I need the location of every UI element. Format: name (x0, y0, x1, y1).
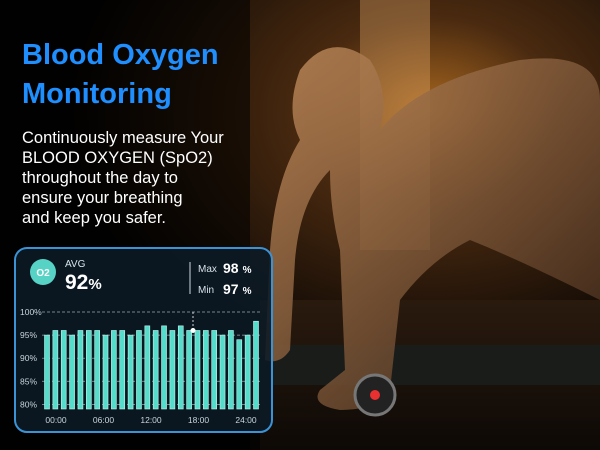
bar (119, 330, 126, 410)
bar (169, 330, 176, 410)
y-tick-label: 80% (20, 399, 37, 409)
bar (177, 325, 184, 410)
bar (111, 330, 117, 410)
bar (203, 330, 209, 410)
bar (77, 330, 84, 410)
bar (69, 334, 75, 410)
bar (127, 334, 134, 410)
description-line: ensure your breathing (22, 189, 183, 207)
bar (228, 330, 234, 410)
person (265, 47, 600, 411)
bar (194, 330, 201, 410)
selection-dot (190, 327, 196, 333)
title-line: Blood Oxygen (22, 39, 219, 71)
x-tick-label: 00:00 (45, 415, 67, 425)
description-line: throughout the day to (22, 169, 178, 187)
avg-unit: % (88, 276, 101, 293)
description-line: BLOOD OXYGEN (SpO2) (22, 149, 213, 167)
y-tick-label: 90% (20, 353, 37, 363)
y-tick-label: 100% (20, 307, 42, 317)
bar (236, 339, 243, 410)
min-label: Min (198, 285, 214, 296)
min-value: 97% (223, 281, 252, 297)
bar (136, 330, 142, 410)
description-line: Continuously measure Your (22, 129, 224, 147)
bar (52, 330, 59, 410)
icon-label: O2 (36, 268, 50, 279)
max-unit: % (243, 265, 252, 276)
min-unit: % (243, 286, 252, 297)
bar (94, 330, 100, 410)
max-label: Max (198, 264, 217, 275)
avg-number: 92 (65, 271, 88, 294)
bar (161, 325, 167, 410)
bar (44, 334, 50, 410)
bar (86, 330, 92, 410)
x-tick-label: 12:00 (140, 415, 162, 425)
max-number: 98 (223, 260, 239, 276)
title-line: Monitoring (22, 78, 172, 110)
watch-sensor (370, 390, 380, 400)
bar (253, 320, 259, 410)
max-value: 98% (223, 260, 252, 276)
bar (102, 334, 109, 410)
mat (270, 345, 600, 385)
y-tick-label: 85% (20, 376, 37, 386)
x-tick-label: 24:00 (235, 415, 257, 425)
y-tick-label: 95% (20, 330, 37, 340)
avg-label: AVG (65, 259, 86, 270)
x-tick-label: 06:00 (93, 415, 115, 425)
avg-value: 92% (65, 271, 102, 294)
bar (244, 334, 251, 410)
bar (211, 330, 217, 410)
bar (186, 330, 192, 410)
bar (152, 330, 159, 410)
min-number: 97 (223, 281, 239, 297)
bar (60, 330, 67, 410)
bar (144, 325, 151, 410)
description-line: and keep you safer. (22, 209, 166, 227)
bar (219, 334, 226, 410)
x-tick-label: 18:00 (188, 415, 210, 425)
icon (30, 259, 56, 285)
